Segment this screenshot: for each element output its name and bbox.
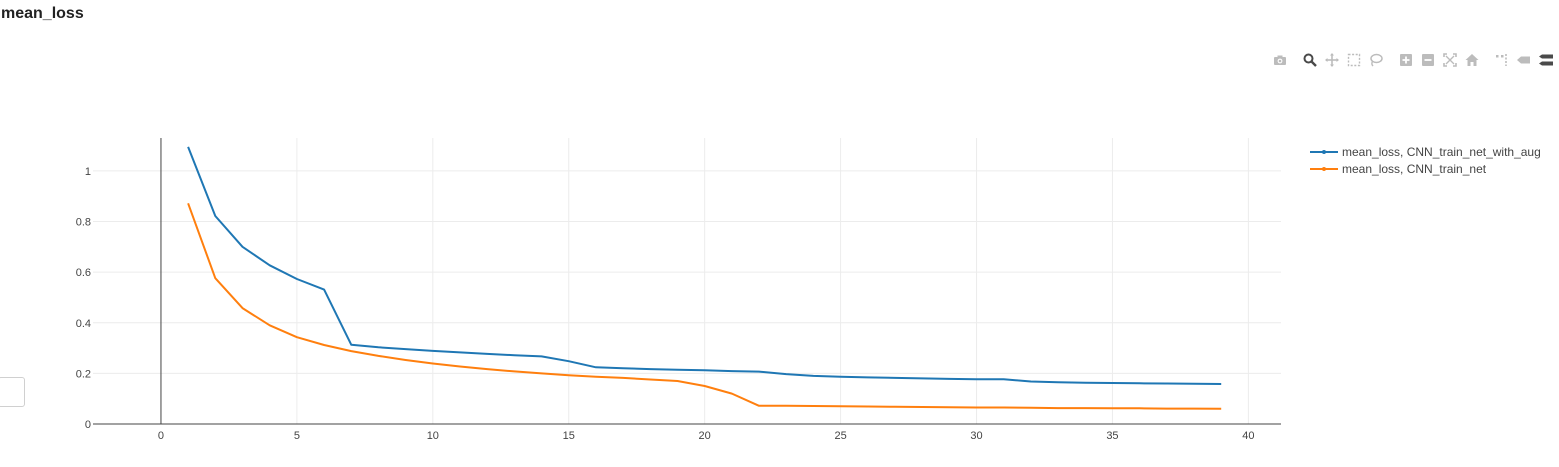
spike-lines-icon[interactable] [1495, 53, 1509, 67]
box-select-icon[interactable] [1347, 53, 1361, 67]
y-tick-label: 0.4 [76, 318, 91, 330]
x-tick-label: 30 [970, 430, 982, 442]
home-icon[interactable] [1465, 53, 1479, 67]
x-tick-label: 5 [294, 430, 300, 442]
zoom-out-icon[interactable] [1421, 53, 1435, 67]
legend-marker [1322, 167, 1326, 171]
x-tick-label: 10 [427, 430, 439, 442]
y-tick-label: 0.2 [76, 368, 91, 380]
y-tick-label: 1 [85, 166, 91, 178]
side-panel-handle[interactable] [0, 377, 25, 407]
y-tick-label: 0.8 [76, 217, 91, 229]
y-tick-label: 0.6 [76, 267, 91, 279]
legend-label: mean_loss, CNN_train_net_with_aug [1342, 145, 1541, 159]
hover-compare-icon[interactable] [1539, 53, 1553, 67]
x-tick-label: 15 [563, 430, 575, 442]
hover-closest-icon[interactable] [1517, 53, 1531, 67]
zoom-icon[interactable] [1303, 53, 1317, 67]
x-tick-label: 0 [158, 430, 164, 442]
y-tick-label: 0 [85, 419, 91, 431]
x-tick-label: 20 [699, 430, 711, 442]
plot-toolbar [1273, 53, 1553, 67]
x-tick-label: 40 [1242, 430, 1254, 442]
camera-icon[interactable] [1273, 53, 1287, 67]
legend-marker [1322, 150, 1326, 154]
lasso-icon[interactable] [1369, 53, 1383, 67]
x-tick-label: 35 [1106, 430, 1118, 442]
x-tick-label: 25 [834, 430, 846, 442]
page-title: mean_loss [1, 5, 84, 22]
series-line-0 [187, 146, 1222, 385]
zoom-in-icon[interactable] [1399, 53, 1413, 67]
autoscale-icon[interactable] [1443, 53, 1457, 67]
series-line-1 [187, 202, 1222, 410]
pan-icon[interactable] [1325, 53, 1339, 67]
legend-label: mean_loss, CNN_train_net [1342, 162, 1487, 176]
